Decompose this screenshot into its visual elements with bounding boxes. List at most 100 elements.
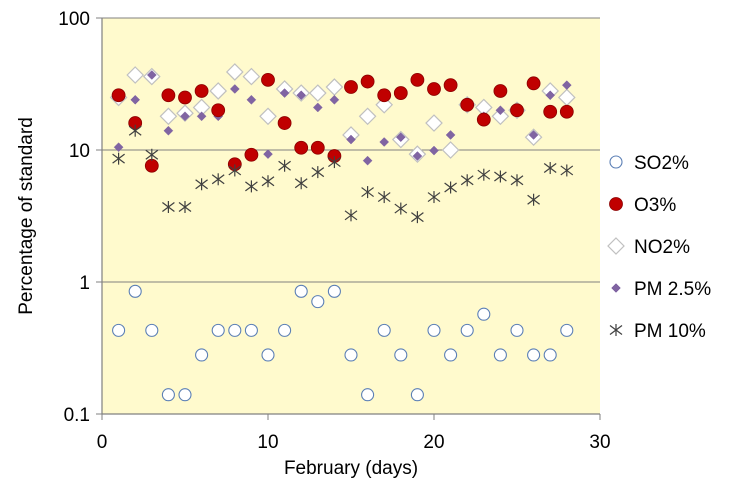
data-point bbox=[245, 180, 258, 193]
data-point bbox=[393, 86, 408, 100]
data-point bbox=[244, 147, 259, 162]
series-1 bbox=[111, 72, 574, 173]
data-point bbox=[228, 323, 242, 337]
data-point bbox=[111, 88, 126, 103]
data-point bbox=[328, 156, 341, 169]
legend: SO2% O3% NO2% PM 2.5% PM 10% bbox=[607, 153, 711, 342]
x-tick-label: 30 bbox=[589, 432, 610, 453]
data-point bbox=[180, 111, 190, 122]
data-point bbox=[410, 388, 424, 402]
data-point bbox=[277, 116, 292, 130]
legend-label: O3% bbox=[634, 195, 676, 216]
data-point bbox=[427, 323, 441, 337]
data-point bbox=[543, 162, 557, 175]
data-point bbox=[195, 178, 208, 191]
data-point bbox=[460, 97, 475, 112]
data-point bbox=[394, 348, 408, 362]
data-point bbox=[526, 76, 541, 91]
data-point bbox=[229, 84, 240, 94]
data-point bbox=[460, 323, 474, 337]
data-point bbox=[561, 80, 572, 90]
data-point bbox=[225, 63, 244, 81]
data-point bbox=[130, 94, 141, 105]
data-point bbox=[493, 348, 507, 362]
data-point bbox=[278, 159, 291, 172]
data-point bbox=[362, 155, 373, 166]
data-point bbox=[460, 174, 474, 187]
data-point bbox=[327, 284, 341, 298]
x-tick-label: 0 bbox=[97, 432, 108, 453]
legend-label: SO2% bbox=[634, 153, 689, 174]
data-point bbox=[358, 107, 377, 126]
data-point bbox=[145, 323, 159, 337]
data-point bbox=[144, 158, 159, 173]
data-point bbox=[411, 211, 424, 224]
data-point bbox=[344, 80, 358, 94]
data-point bbox=[311, 166, 325, 179]
data-point bbox=[427, 191, 441, 204]
data-point bbox=[444, 181, 457, 194]
data-point bbox=[128, 124, 142, 137]
data-point bbox=[543, 104, 558, 119]
data-point bbox=[261, 175, 275, 188]
data-point bbox=[311, 295, 325, 309]
data-point bbox=[495, 105, 506, 116]
data-point bbox=[178, 90, 192, 105]
gridlines bbox=[102, 17, 600, 283]
data-point bbox=[527, 193, 540, 206]
legend-marker bbox=[609, 324, 623, 336]
data-point bbox=[510, 103, 524, 118]
data-point bbox=[412, 151, 423, 161]
data-point bbox=[441, 141, 460, 159]
data-point bbox=[126, 66, 145, 84]
data-point bbox=[196, 111, 207, 122]
data-point bbox=[379, 137, 390, 147]
data-point bbox=[329, 94, 340, 105]
data-point bbox=[209, 82, 228, 100]
data-point bbox=[128, 284, 142, 298]
data-point bbox=[294, 177, 308, 190]
data-point bbox=[560, 164, 574, 177]
data-point bbox=[429, 145, 439, 156]
data-point bbox=[211, 103, 226, 118]
data-point bbox=[344, 209, 358, 222]
data-point bbox=[510, 174, 524, 187]
x-tick-label: 20 bbox=[423, 432, 444, 453]
x-tick-label: 10 bbox=[257, 432, 278, 453]
data-point bbox=[494, 170, 507, 183]
data-point bbox=[162, 200, 175, 213]
data-point bbox=[163, 125, 174, 136]
data-point bbox=[410, 72, 425, 87]
legend-marker bbox=[611, 283, 621, 293]
legend-label: PM 10% bbox=[634, 321, 706, 342]
data-point bbox=[444, 348, 458, 362]
data-point bbox=[312, 102, 323, 113]
legend-marker bbox=[609, 155, 623, 169]
legend-label: PM 2.5% bbox=[634, 279, 711, 300]
data-point bbox=[261, 348, 275, 362]
data-point bbox=[361, 186, 374, 199]
data-point bbox=[246, 94, 257, 105]
y-tick-label: 10 bbox=[69, 141, 90, 162]
y-tick-label: 0.1 bbox=[64, 405, 90, 426]
data-point bbox=[211, 173, 225, 186]
data-point bbox=[527, 348, 541, 362]
data-point bbox=[445, 130, 456, 140]
data-point bbox=[493, 84, 508, 98]
data-point bbox=[394, 202, 408, 215]
data-point bbox=[178, 388, 192, 402]
data-point bbox=[443, 78, 458, 93]
series-4 bbox=[112, 124, 574, 224]
tick-labels: 0.1 1 10 100 0 10 20 30 bbox=[58, 9, 610, 453]
data-point bbox=[178, 200, 192, 213]
data-point bbox=[477, 307, 491, 321]
legend-label: NO2% bbox=[634, 237, 690, 258]
data-point bbox=[560, 323, 574, 337]
data-point bbox=[244, 323, 258, 337]
x-axis-title: February (days) bbox=[284, 458, 418, 479]
data-point bbox=[161, 88, 176, 103]
data-point bbox=[242, 67, 261, 86]
data-point bbox=[112, 152, 125, 165]
data-point bbox=[195, 348, 209, 362]
